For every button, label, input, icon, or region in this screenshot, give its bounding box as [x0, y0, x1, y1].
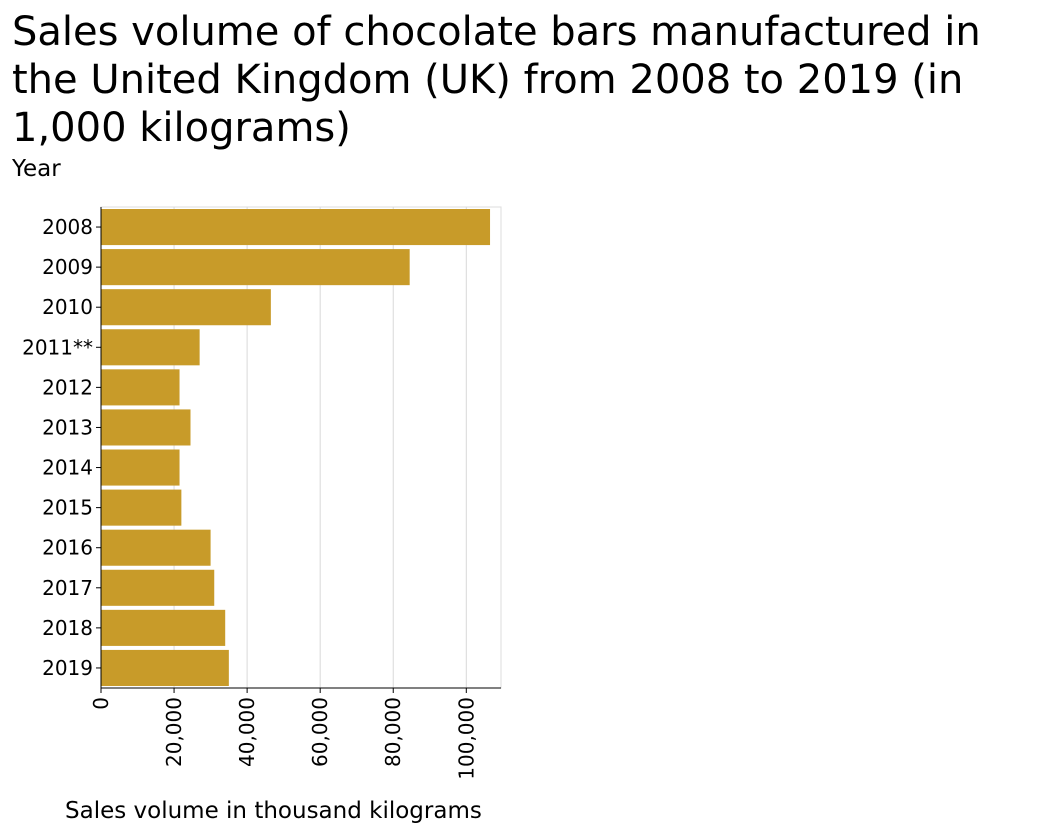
- bar-2012: [101, 369, 180, 406]
- bar-2017: [101, 569, 215, 606]
- bar-2015: [101, 489, 182, 526]
- y-tick-label: 2008: [42, 215, 93, 239]
- bar-2011**: [101, 329, 200, 366]
- y-tick-label: 2016: [42, 536, 93, 560]
- y-tick-label: 2013: [42, 415, 93, 439]
- bar-2018: [101, 609, 226, 646]
- bar-2008: [101, 209, 491, 246]
- y-tick-label: 2012: [42, 375, 93, 399]
- bar-2010: [101, 289, 271, 326]
- x-tick-label: 40,000: [235, 697, 259, 767]
- y-axis-label: Year: [12, 156, 61, 182]
- bar-2019: [101, 649, 229, 686]
- bar-2016: [101, 529, 211, 566]
- y-tick-label: 2015: [42, 496, 93, 520]
- bar-2013: [101, 409, 191, 446]
- x-tick-label: 0: [89, 697, 113, 710]
- bar-2014: [101, 449, 180, 486]
- y-tick-label: 2018: [42, 616, 93, 640]
- y-tick-label: 2010: [42, 295, 93, 319]
- y-tick-label: 2017: [42, 576, 93, 600]
- y-tick-label: 2014: [42, 456, 93, 480]
- x-tick-label: 80,000: [381, 697, 405, 767]
- y-tick-label: 2019: [42, 656, 93, 680]
- x-tick-label: 60,000: [308, 697, 332, 767]
- y-tick-label: 2009: [42, 255, 93, 279]
- y-tick-label: 2011**: [22, 335, 93, 359]
- x-tick-label: 100,000: [454, 697, 478, 780]
- x-tick-label: 20,000: [162, 697, 186, 767]
- bar-2009: [101, 249, 410, 286]
- chart-title: Sales volume of chocolate bars manufactu…: [12, 9, 981, 151]
- x-axis-label: Sales volume in thousand kilograms: [65, 798, 482, 824]
